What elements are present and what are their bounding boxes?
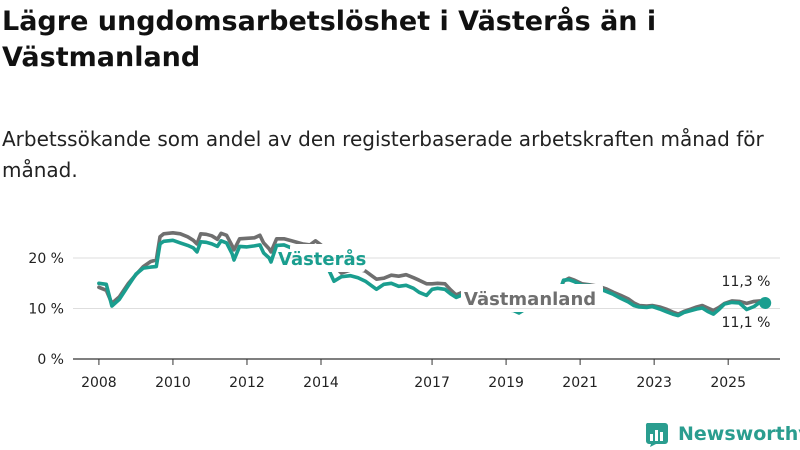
end-point-vasteras xyxy=(759,296,772,309)
chart-title: Lägre ungdomsarbetslöshet i Västerås än … xyxy=(2,6,657,73)
x-tick-label: 2012 xyxy=(229,375,265,391)
end-value-label-vastmanland: 11,3 % xyxy=(722,274,771,290)
x-tick-label: 2025 xyxy=(710,375,746,391)
y-tick-label: 10 % xyxy=(28,302,64,318)
y-tick-label: 20 % xyxy=(28,251,64,267)
y-tick-label: 0 % xyxy=(37,352,64,368)
series-label-vasteras: Västerås xyxy=(278,248,366,270)
x-tick-label: 2023 xyxy=(636,375,672,391)
x-tick-label: 2010 xyxy=(155,375,191,391)
end-value-label-vasteras: 11,1 % xyxy=(722,315,771,331)
series-label-vastmanland: Västmanland xyxy=(464,289,596,310)
chart-subtitle: Arbetssökande som andel av den registerb… xyxy=(2,127,764,182)
x-tick-label: 2019 xyxy=(488,375,524,391)
series-line-v-ster-s xyxy=(97,238,767,318)
x-tick-label: 2021 xyxy=(562,375,598,391)
newsworthy-logo: Newsworthy xyxy=(644,419,800,449)
brand-name: Newsworthy xyxy=(678,423,800,445)
x-tick-label: 2017 xyxy=(414,375,450,391)
x-tick-label: 2014 xyxy=(303,375,339,391)
bar-chart-logo-icon xyxy=(645,423,668,447)
x-tick-label: 2008 xyxy=(81,375,117,391)
